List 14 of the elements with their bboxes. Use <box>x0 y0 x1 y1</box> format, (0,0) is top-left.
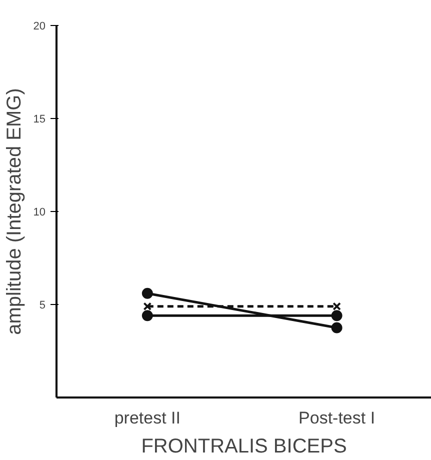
point <box>332 302 341 311</box>
y-tick-label: 15 <box>33 114 46 126</box>
x-tick-label: pretest II <box>114 408 180 428</box>
y-tick-label: 20 <box>33 20 46 32</box>
y-axis-title: amplitude (Integrated EMG) <box>3 88 26 335</box>
point <box>331 310 342 322</box>
x-axis-title: FRONTRALIS BICEPS <box>141 436 347 458</box>
point <box>142 288 153 299</box>
point <box>331 322 342 334</box>
point <box>142 310 153 322</box>
point <box>143 302 152 311</box>
y-tick-label: 5 <box>39 300 46 312</box>
y-tick-label: 10 <box>33 206 46 218</box>
x-tick-label: Post-test I <box>298 408 376 428</box>
